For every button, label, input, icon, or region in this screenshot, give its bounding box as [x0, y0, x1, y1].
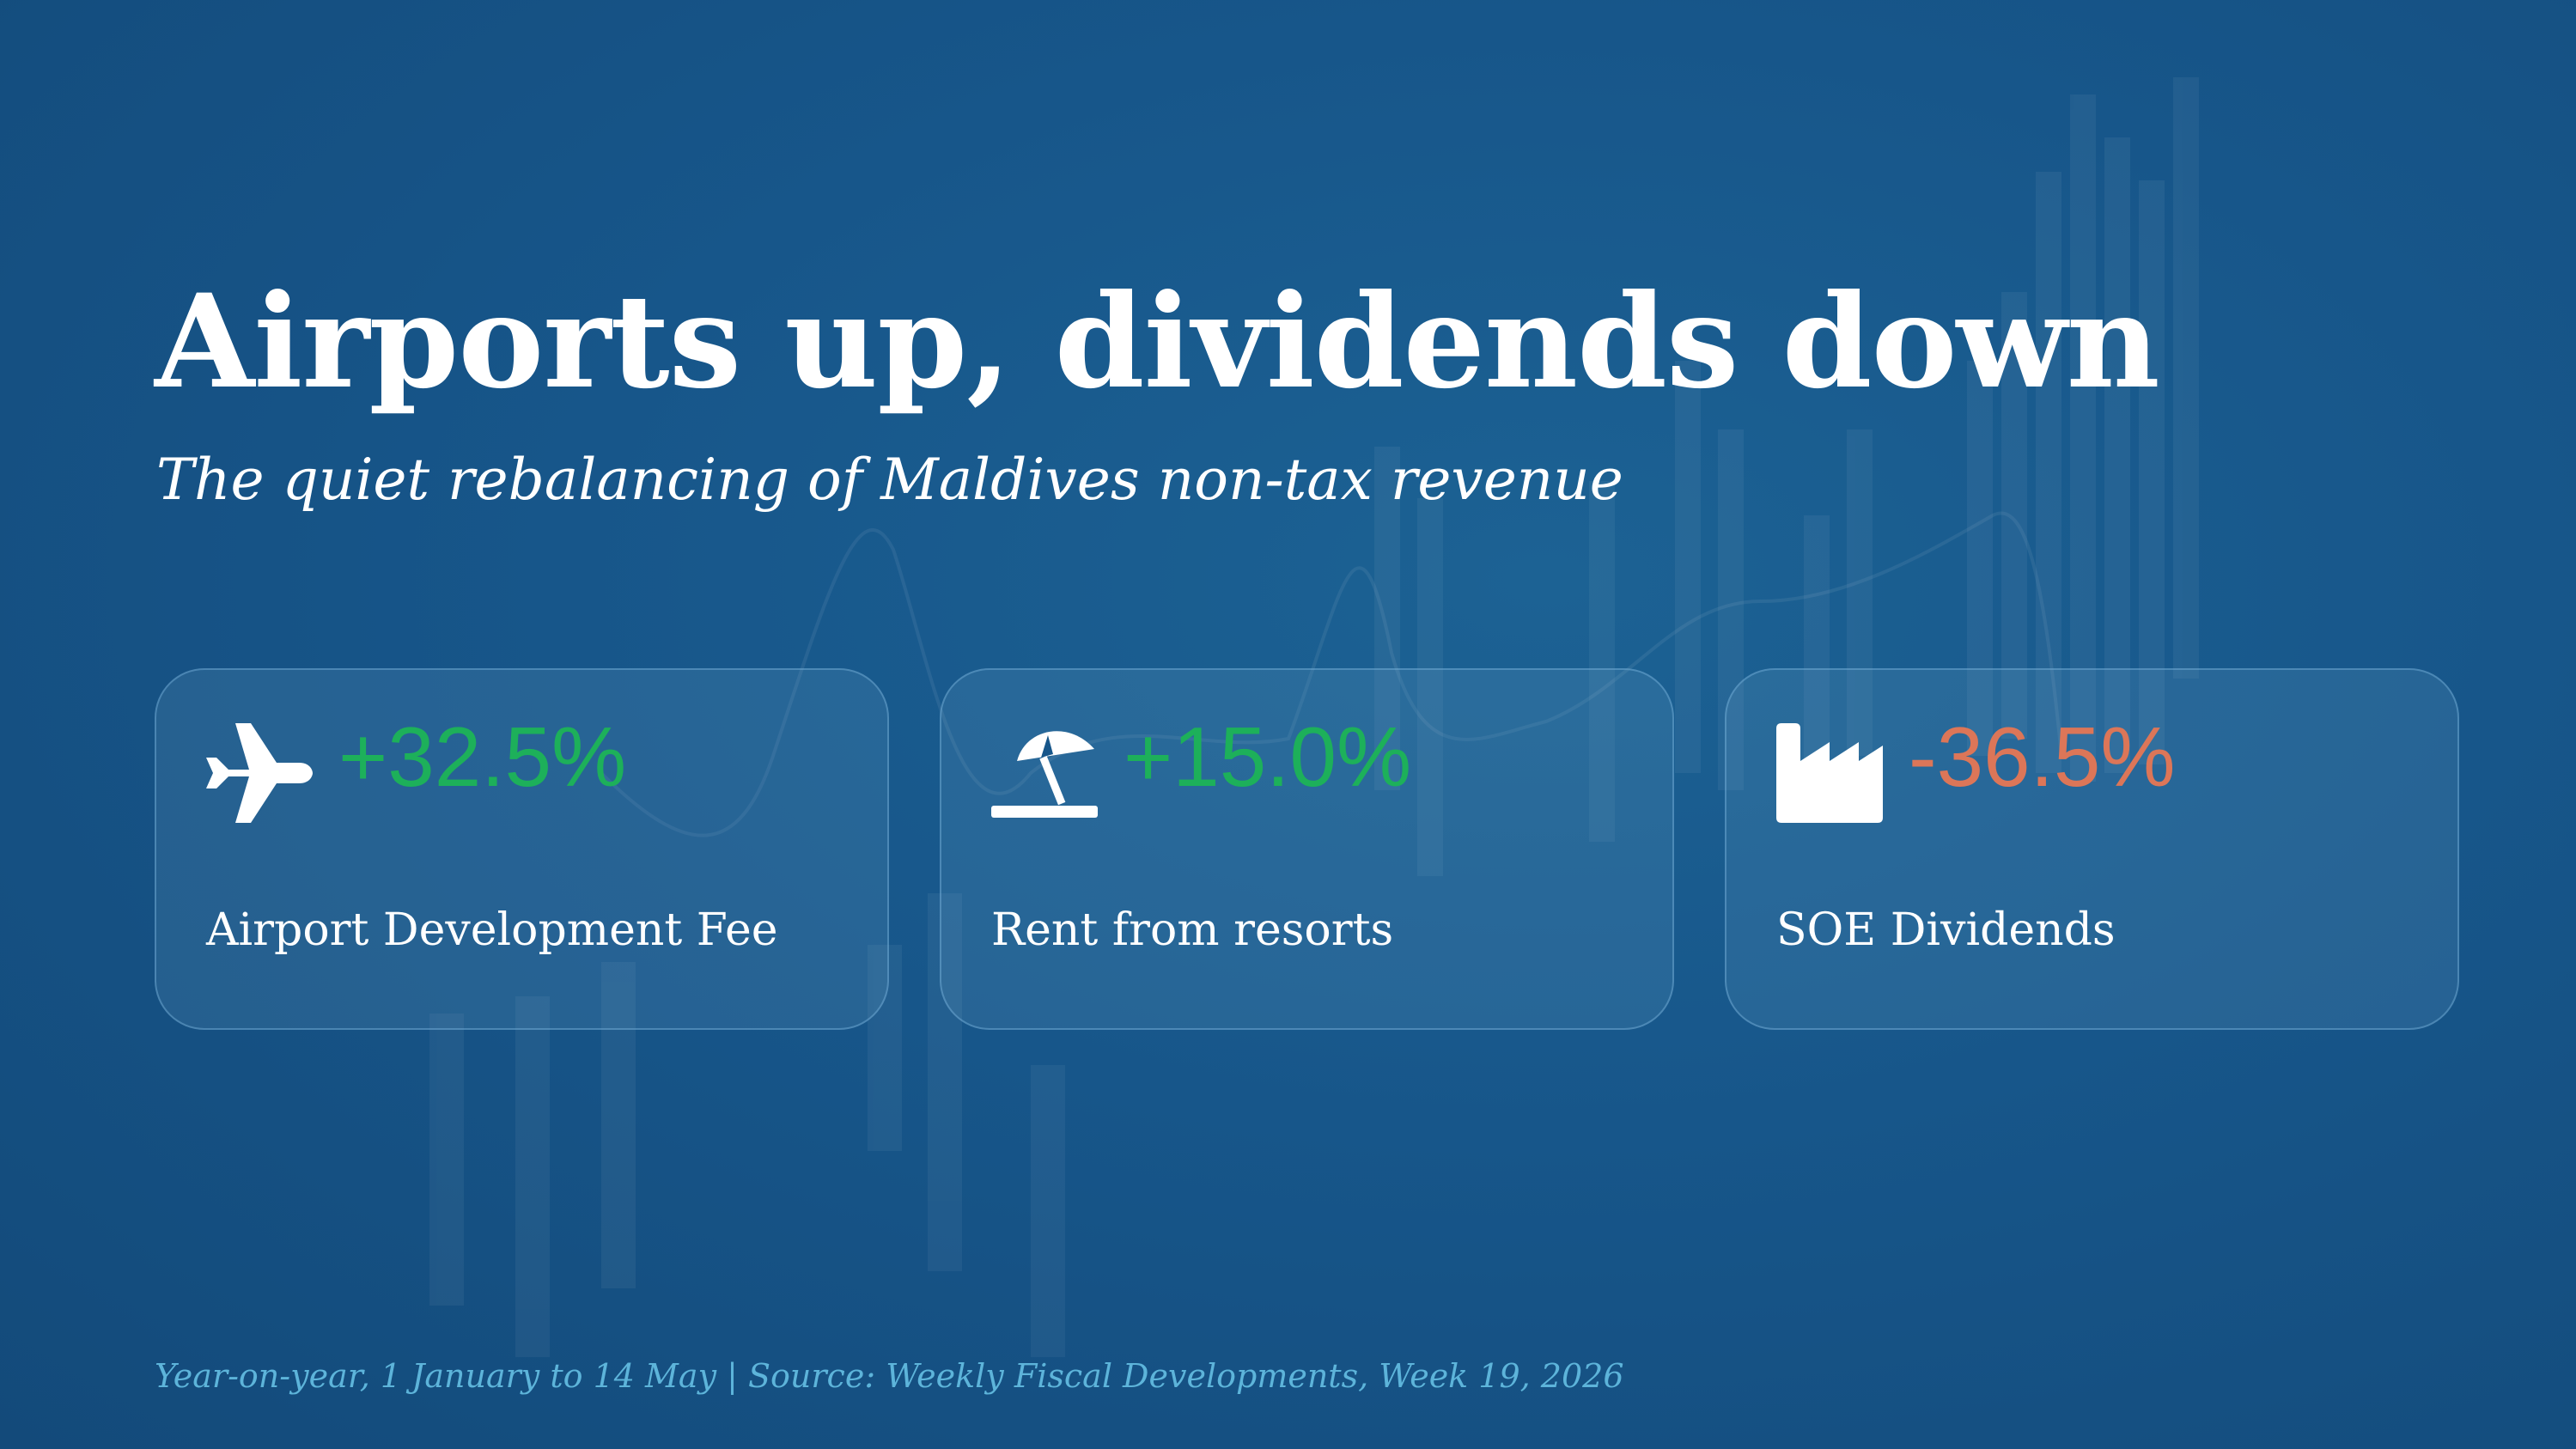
- umbrella-icon: [991, 731, 1098, 818]
- metric-value: +32.5%: [338, 709, 627, 804]
- plane-icon: [206, 723, 313, 823]
- metric-card: +15.0% Rent from resorts: [940, 668, 1674, 1030]
- metric-label: Rent from resorts: [991, 904, 1394, 956]
- metric-label: Airport Development Fee: [206, 904, 778, 956]
- title: Airports up, dividends down: [155, 266, 2160, 417]
- source-note: Year-on-year, 1 January to 14 May | Sour…: [155, 1357, 1624, 1395]
- factory-icon: [1776, 723, 1883, 823]
- metric-value: -36.5%: [1909, 709, 2176, 804]
- metric-value: +15.0%: [1124, 709, 1412, 804]
- metric-card: -36.5% SOE Dividends: [1725, 668, 2459, 1030]
- metric-label: SOE Dividends: [1776, 904, 2116, 956]
- subtitle: The quiet rebalancing of Maldives non-ta…: [156, 447, 1623, 513]
- metric-card: +32.5% Airport Development Fee: [155, 668, 889, 1030]
